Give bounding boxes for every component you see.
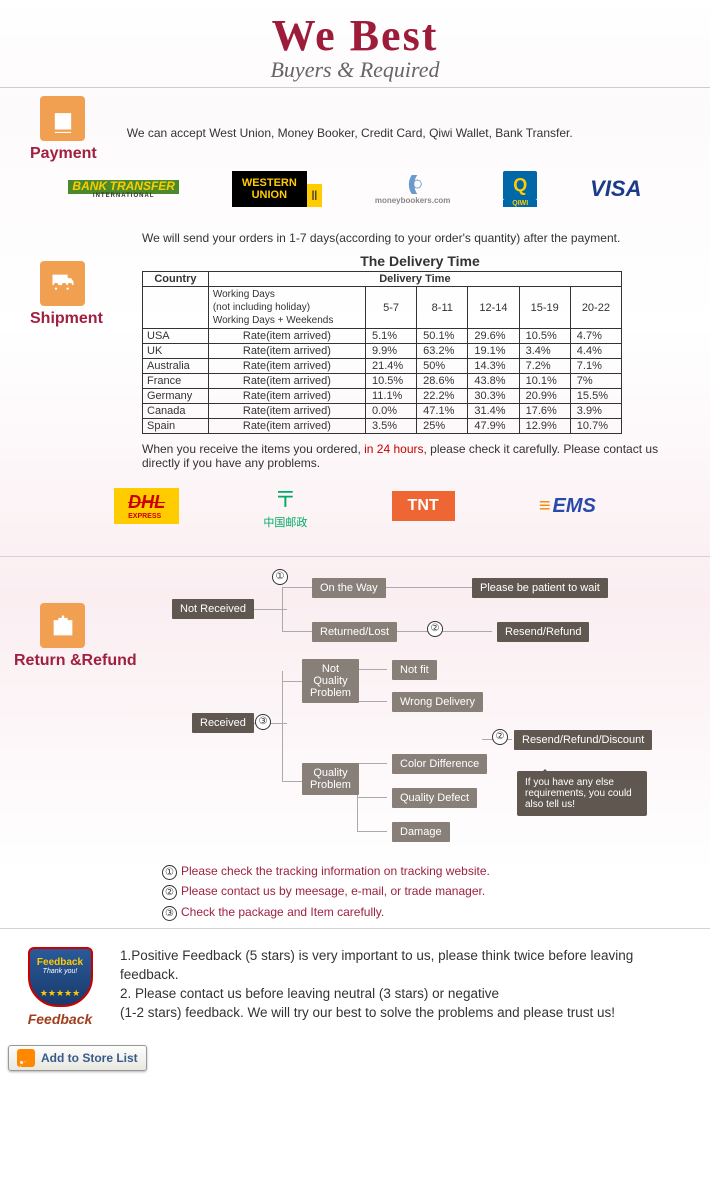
moneybookers-logo: (((((○ moneybookers.com (375, 173, 451, 205)
shipping-logos: DHLEXPRESS 〒中国邮政 TNT EMS (12, 470, 698, 542)
flow-notes: ①Please check the tracking information o… (162, 861, 698, 922)
flow-diagram: Not Received Received ① On the Way Retur… (142, 571, 698, 861)
feedback-text: 1.Positive Feedback (5 stars) is very im… (120, 947, 690, 1023)
circle-2a: ② (427, 621, 443, 637)
node-notfit: Not fit (392, 660, 437, 680)
node-returned: Returned/Lost (312, 622, 397, 642)
header: We Best Buyers & Required (0, 0, 710, 88)
bank-transfer-logo: BANK TRANSFER INTERNATIONAL (68, 179, 179, 199)
refund-section: Return &Refund Not Received Received (0, 563, 710, 922)
table-title: The Delivery Time (142, 253, 698, 269)
circle-3: ③ (255, 714, 271, 730)
table-row: SpainRate(item arrived)3.5%25%47.9%12.9%… (143, 419, 622, 434)
node-qp: Quality Problem (302, 763, 359, 795)
dhl-logo: DHLEXPRESS (114, 488, 179, 524)
china-post-logo: 〒中国邮政 (263, 482, 307, 530)
visa-logo: VISA (590, 176, 641, 202)
shipment-label: Shipment (30, 310, 103, 328)
subtitle: Buyers & Required (0, 57, 710, 87)
working-days-cell: Working Days (not including holiday) Wor… (208, 287, 365, 329)
qiwi-logo: Q QIWI (503, 171, 537, 207)
node-resend: Resend/Refund (497, 622, 589, 642)
node-not-received: Not Received (172, 599, 254, 619)
payment-logos: BANK TRANSFER INTERNATIONAL WESTERNUNION… (12, 163, 698, 215)
tnt-logo: TNT (392, 491, 455, 521)
shipment-icon (40, 261, 85, 306)
payment-text: We can accept West Union, Money Booker, … (127, 126, 573, 140)
shipment-note: When you receive the items you ordered, … (142, 442, 698, 470)
feedback-section: Feedback Thank you! ★★★★★ Feedback 1.Pos… (0, 935, 710, 1039)
table-row: USARate(item arrived)5.1%50.1%29.6%10.5%… (143, 329, 622, 344)
refund-icon (40, 603, 85, 648)
payment-label: Payment (30, 145, 97, 163)
node-color: Color Difference (392, 754, 487, 774)
main-title: We Best (0, 10, 710, 61)
node-defect: Quality Defect (392, 788, 477, 808)
delivery-table: Country Delivery Time Working Days (not … (142, 271, 622, 434)
feedback-badge: Feedback Thank you! ★★★★★ Feedback (20, 947, 100, 1027)
th-country: Country (143, 272, 209, 287)
shipment-section: Shipment We will send your orders in 1-7… (0, 223, 710, 550)
table-row: FranceRate(item arrived)10.5%28.6%43.8%1… (143, 374, 622, 389)
node-rrd: Resend/Refund/Discount (514, 730, 652, 750)
node-patient: Please be patient to wait (472, 578, 608, 598)
shipment-intro: We will send your orders in 1-7 days(acc… (142, 231, 698, 245)
footer: Add to Store List (0, 1039, 710, 1089)
circle-2b: ② (492, 729, 508, 745)
table-row: GermanyRate(item arrived)11.1%22.2%30.3%… (143, 389, 622, 404)
node-nqp: Not Quality Problem (302, 659, 359, 703)
circle-1a: ① (272, 569, 288, 585)
node-on-way: On the Way (312, 578, 386, 598)
rss-icon (17, 1049, 35, 1067)
table-row: AustraliaRate(item arrived)21.4%50%14.3%… (143, 359, 622, 374)
store-button-label: Add to Store List (41, 1051, 138, 1065)
refund-label: Return &Refund (14, 652, 137, 670)
table-row: UKRate(item arrived)9.9%63.2%19.1%3.4%4.… (143, 344, 622, 359)
table-row: CanadaRate(item arrived)0.0%47.1%31.4%17… (143, 404, 622, 419)
add-to-store-button[interactable]: Add to Store List (8, 1045, 147, 1071)
payment-icon (40, 96, 85, 141)
ems-logo: EMS (539, 495, 596, 518)
node-wrong: Wrong Delivery (392, 692, 483, 712)
node-received: Received (192, 713, 254, 733)
western-union-logo: WESTERNUNION || (232, 171, 322, 207)
payment-section: Payment We can accept West Union, Money … (0, 88, 710, 223)
th-delivery: Delivery Time (208, 272, 621, 287)
bubble: If you have any else requirements, you c… (517, 771, 647, 816)
node-damage: Damage (392, 822, 450, 842)
